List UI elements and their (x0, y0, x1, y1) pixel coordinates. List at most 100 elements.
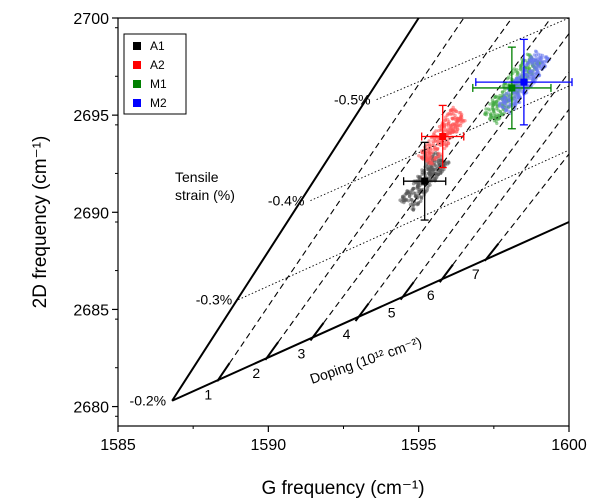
legend: A1 A2 M1 M2 (123, 33, 187, 115)
data-cloud-point (432, 152, 436, 157)
data-cloud-point (409, 198, 413, 202)
data-cloud-point (531, 58, 536, 62)
data-cloud-point (433, 146, 437, 150)
data-cloud-point (407, 189, 411, 194)
data-cloud-point (515, 68, 519, 72)
legend-marker (133, 42, 141, 50)
data-cloud-point (535, 60, 540, 65)
data-cloud-point (534, 67, 538, 72)
doping-isoline-label: 5 (388, 305, 396, 321)
data-cloud-point (494, 101, 498, 105)
doping-isoline-label: 2 (252, 365, 260, 381)
data-cloud-point (439, 158, 443, 163)
data-cloud-point (488, 108, 492, 112)
data-cloud-point (493, 115, 498, 119)
doping-isoline (368, 33, 570, 304)
data-cloud-point (492, 109, 496, 113)
data-cloud-point (412, 186, 416, 191)
data-cloud-point (503, 95, 507, 100)
data-cloud-point (507, 104, 512, 109)
data-cloud-point (420, 172, 424, 176)
data-cloud-point (433, 156, 437, 160)
data-cloud-point (495, 113, 500, 117)
legend-label: A1 (150, 39, 165, 53)
data-cloud-point (540, 53, 545, 58)
data-cloud-point (411, 203, 415, 207)
legend-label: A2 (150, 58, 165, 72)
data-cloud-point (519, 66, 523, 71)
data-cloud-point (525, 52, 530, 56)
doping-isoline (497, 153, 570, 244)
data-cloud-point (448, 112, 453, 117)
data-cloud-point (451, 112, 455, 116)
isolines (216, 17, 570, 382)
y-tick-label: 2690 (73, 205, 109, 222)
plot-frame (117, 17, 570, 427)
data-cloud-point (417, 154, 421, 158)
data-cloud-point (427, 177, 431, 181)
data-cloud-point (526, 76, 531, 80)
data-cloud-point (434, 172, 438, 176)
data-cloud-point (431, 139, 435, 143)
data-cloud-point (413, 194, 418, 198)
data-cloud-point (460, 118, 464, 122)
data-cloud-point (410, 207, 414, 211)
doping-isoline (413, 72, 570, 283)
data-cloud-point (450, 116, 455, 121)
data-cloud-point (420, 195, 424, 199)
data-cloud-point (401, 196, 406, 200)
isoline-labels: -0.2% -0.3% -0.4% -0.5% 1 2 3 4 5 6 7 (130, 92, 480, 409)
data-cloud-point (439, 127, 443, 131)
data-cloud-point (454, 126, 458, 131)
data-cloud-point (525, 62, 529, 66)
data-cloud-point (438, 162, 442, 167)
data-cloud-point (446, 131, 450, 135)
data-cloud-point (500, 90, 505, 94)
y-tick-label: 2700 (73, 11, 109, 28)
y-tick-label: 2680 (73, 400, 109, 417)
data-cloud-point (543, 55, 548, 59)
strain-isoline (376, 17, 570, 101)
doping-isoline-label: 3 (298, 346, 306, 362)
strain-isoline-label: -0.2% (130, 393, 167, 409)
data-cloud-point (512, 96, 516, 101)
data-cloud-point (458, 124, 463, 128)
data-cloud-point (439, 171, 443, 176)
data-cloud-point (431, 170, 436, 174)
data-cloud-point (495, 121, 499, 126)
data-cloud-point (529, 59, 533, 63)
doping-tick (216, 362, 231, 382)
data-cloud-point (532, 53, 537, 57)
data-cloud-point (536, 70, 541, 75)
data-cloud-point (526, 67, 530, 71)
x-axis: 1585 1590 1595 1600 (100, 426, 587, 454)
doping-isoline (323, 17, 552, 324)
data-cloud-point (513, 91, 517, 95)
data-cloud-point (493, 95, 497, 99)
data-cloud-point (495, 106, 499, 111)
data-cloud-point (443, 161, 448, 166)
data-cloud-point (488, 117, 492, 121)
data-cloud-point (529, 72, 533, 77)
data-cloud-point (451, 129, 455, 134)
data-cloud-point (432, 131, 436, 135)
data-cloud-point (427, 161, 431, 165)
data-cloud-point (446, 121, 451, 125)
series-mean-marker (520, 78, 528, 86)
data-cloud-point (451, 109, 455, 113)
data-cloud-point (432, 177, 436, 181)
data-cloud-point (504, 107, 508, 112)
data-cloud-point (443, 146, 447, 151)
data-cloud-point (416, 183, 421, 187)
data-cloud-point (526, 73, 530, 77)
data-cloud-point (438, 168, 442, 172)
plot-area: -0.2% -0.3% -0.4% -0.5% 1 2 3 4 5 6 7 (117, 17, 573, 427)
data-cloud-point (490, 105, 495, 110)
y-axis-title: 2D frequency (cm⁻¹) (30, 136, 51, 309)
doping-isoline-label: 7 (472, 266, 480, 282)
data-cloud-point (427, 174, 432, 178)
data-cloud-point (449, 123, 453, 128)
data-cloud-point (454, 130, 458, 134)
main-axes (171, 17, 570, 402)
